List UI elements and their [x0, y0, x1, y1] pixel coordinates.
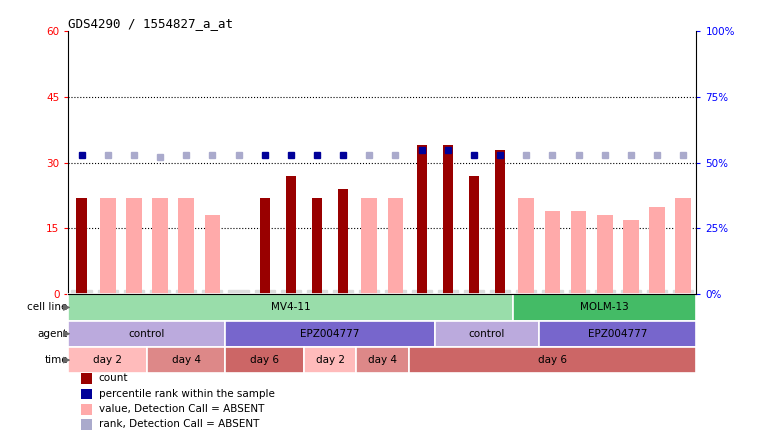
Text: percentile rank within the sample: percentile rank within the sample: [99, 389, 275, 399]
Bar: [495, 150, 505, 294]
Bar: [513, 294, 696, 321]
Bar: [518, 198, 534, 294]
Bar: [623, 220, 638, 294]
Bar: [356, 347, 409, 373]
Bar: [81, 419, 92, 429]
Bar: [469, 176, 479, 294]
Text: time: time: [44, 355, 68, 365]
Text: day 6: day 6: [250, 355, 279, 365]
Bar: [81, 389, 92, 399]
Bar: [304, 347, 356, 373]
Bar: [81, 404, 92, 415]
Bar: [76, 198, 87, 294]
Text: day 4: day 4: [368, 355, 397, 365]
Bar: [312, 198, 322, 294]
Text: MV4-11: MV4-11: [271, 302, 310, 313]
Bar: [81, 373, 92, 384]
Bar: [285, 176, 296, 294]
Text: day 2: day 2: [94, 355, 123, 365]
Bar: [126, 198, 142, 294]
Bar: [225, 321, 435, 347]
Text: count: count: [99, 373, 128, 384]
Bar: [225, 347, 304, 373]
Bar: [540, 321, 696, 347]
Bar: [338, 189, 349, 294]
Text: MOLM-13: MOLM-13: [581, 302, 629, 313]
Text: rank, Detection Call = ABSENT: rank, Detection Call = ABSENT: [99, 420, 259, 429]
Bar: [545, 211, 560, 294]
Text: EPZ004777: EPZ004777: [301, 329, 360, 339]
Text: control: control: [469, 329, 505, 339]
Bar: [416, 145, 427, 294]
Bar: [597, 215, 613, 294]
Bar: [409, 347, 696, 373]
Text: value, Detection Call = ABSENT: value, Detection Call = ABSENT: [99, 404, 264, 414]
Bar: [205, 215, 220, 294]
Text: day 4: day 4: [172, 355, 201, 365]
Bar: [68, 321, 225, 347]
Bar: [68, 347, 147, 373]
Text: cell line: cell line: [27, 302, 68, 313]
Bar: [147, 347, 225, 373]
Bar: [178, 198, 194, 294]
Bar: [649, 206, 665, 294]
Bar: [361, 198, 377, 294]
Bar: [571, 211, 587, 294]
Text: EPZ004777: EPZ004777: [588, 329, 648, 339]
Bar: [68, 294, 513, 321]
Text: control: control: [129, 329, 165, 339]
Bar: [100, 198, 116, 294]
Bar: [152, 198, 168, 294]
Text: GDS4290 / 1554827_a_at: GDS4290 / 1554827_a_at: [68, 17, 234, 30]
Bar: [260, 198, 270, 294]
Bar: [443, 145, 453, 294]
Bar: [387, 198, 403, 294]
Text: agent: agent: [38, 329, 68, 339]
Bar: [676, 198, 691, 294]
Text: day 2: day 2: [316, 355, 345, 365]
Bar: [435, 321, 540, 347]
Text: day 6: day 6: [538, 355, 567, 365]
